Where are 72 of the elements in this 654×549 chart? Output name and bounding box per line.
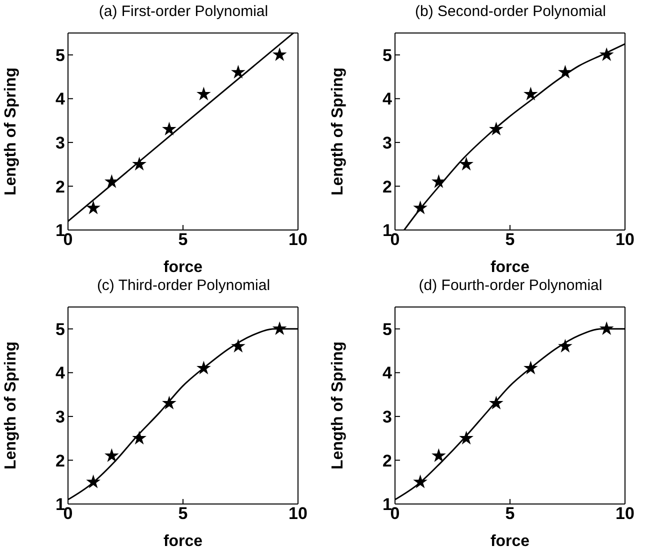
y-tick-label: 5: [56, 320, 65, 339]
y-tick-label: 3: [56, 133, 65, 152]
chart-title: (c) Third-order Polynomial: [96, 277, 270, 294]
x-tick-label: 10: [616, 230, 634, 250]
x-tick-label: 10: [288, 504, 308, 524]
y-tick-label: 3: [382, 407, 392, 426]
y-tick-label: 2: [56, 177, 65, 196]
y-tick-label: 3: [56, 407, 65, 426]
x-tick-label: 5: [178, 504, 188, 524]
y-tick-label: 5: [382, 46, 392, 65]
point: [86, 200, 100, 214]
x-tick-label: 10: [616, 504, 634, 524]
point: [489, 396, 504, 410]
y-tick-label: 1: [56, 221, 65, 240]
point: [86, 474, 100, 488]
chart-title: (d) Fourth-order Polynomial: [418, 277, 602, 294]
point: [272, 47, 287, 61]
x-axis-title: force: [163, 259, 203, 276]
y-axis-title: Length of Spring: [2, 342, 20, 470]
y-axis-title: Length of Spring: [2, 68, 20, 196]
y-tick-label: 4: [56, 90, 66, 109]
y-tick-label: 1: [382, 495, 392, 514]
point: [104, 174, 119, 188]
point: [432, 448, 446, 462]
point: [196, 360, 211, 374]
x-tick-label: 0: [390, 230, 400, 250]
x-axis-title: force: [490, 259, 530, 276]
x-tick-label: 0: [390, 504, 400, 524]
point: [104, 448, 119, 462]
point: [599, 321, 614, 335]
point: [413, 474, 428, 488]
y-tick-label: 4: [382, 364, 393, 383]
x-tick-label: 0: [63, 230, 73, 250]
point: [432, 174, 446, 188]
point: [132, 430, 146, 444]
x-tick-label: 5: [178, 230, 188, 250]
point: [162, 122, 176, 136]
y-tick-label: 4: [382, 90, 393, 109]
x-tick-label: 5: [505, 230, 515, 250]
point: [558, 64, 572, 79]
point: [524, 86, 538, 100]
y-tick-label: 1: [56, 495, 65, 514]
point: [132, 156, 146, 170]
point: [459, 430, 474, 444]
point: [162, 396, 176, 410]
point: [196, 86, 211, 100]
point: [558, 338, 572, 353]
x-tick-label: 10: [288, 230, 308, 250]
point: [524, 360, 538, 374]
chart-title: (a) First-order Polynomial: [98, 2, 270, 22]
y-axis-title: Length of Spring: [330, 342, 347, 470]
y-tick-label: 1: [382, 221, 392, 240]
y-tick-label: 5: [56, 46, 65, 65]
point: [599, 47, 614, 61]
x-axis-title: force: [163, 533, 203, 549]
x-tick-label: 0: [63, 504, 73, 524]
y-tick-label: 2: [382, 177, 392, 196]
point: [489, 122, 504, 136]
chart-title: (b) Second-order Polynomial: [414, 2, 607, 22]
x-tick-label: 5: [505, 504, 515, 524]
y-tick-label: 5: [382, 320, 392, 339]
y-tick-label: 2: [56, 451, 65, 470]
y-tick-label: 4: [56, 364, 66, 383]
y-tick-label: 3: [382, 133, 392, 152]
point: [231, 64, 246, 79]
y-axis-title: Length of Spring: [330, 68, 347, 196]
point: [459, 156, 474, 170]
point: [231, 338, 246, 353]
point: [272, 321, 287, 335]
point: [413, 200, 428, 214]
y-tick-label: 2: [382, 451, 392, 470]
x-axis-title: force: [490, 533, 530, 549]
